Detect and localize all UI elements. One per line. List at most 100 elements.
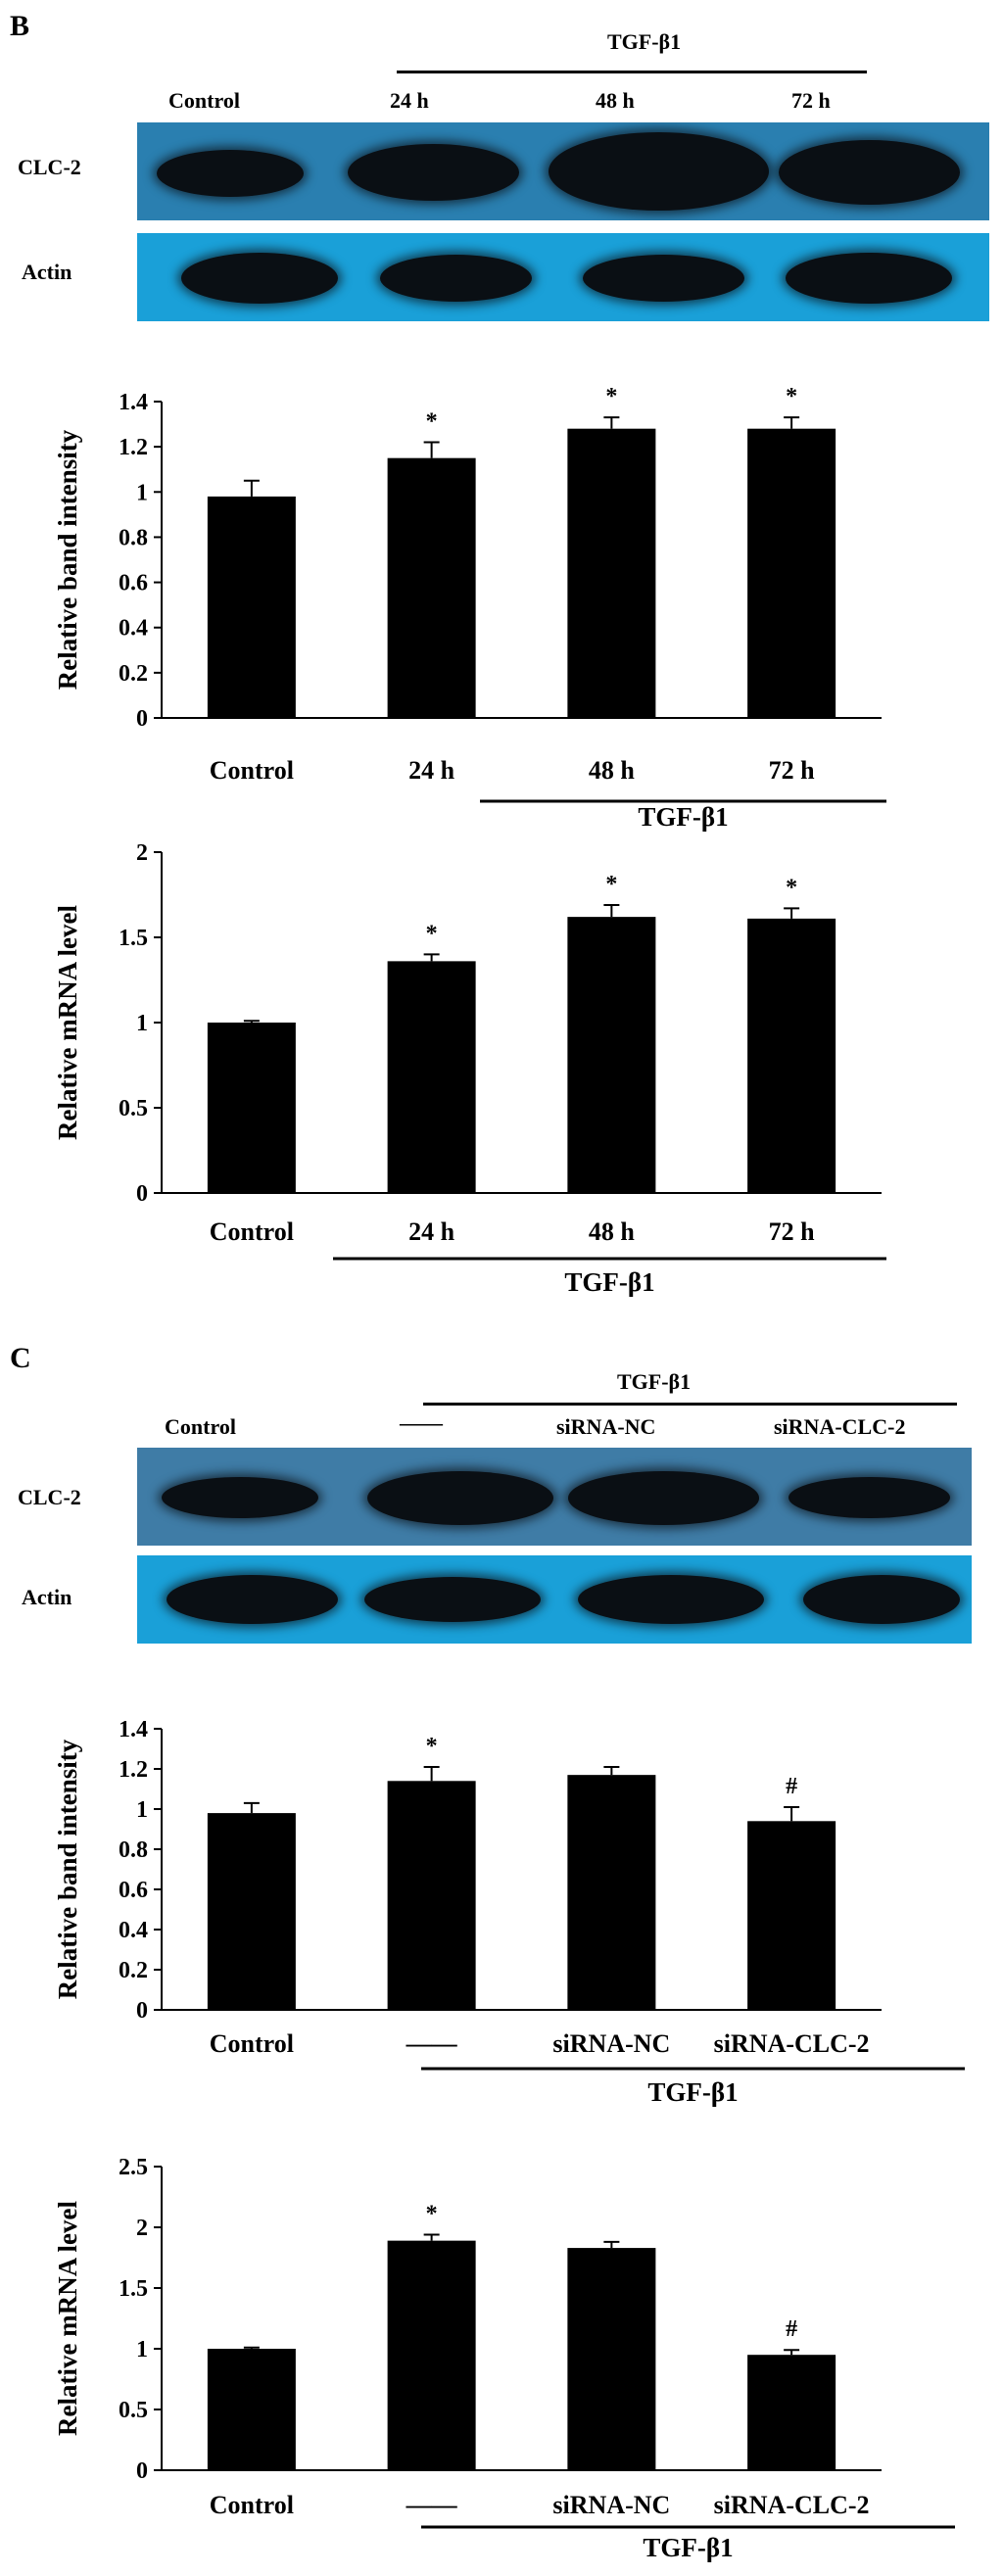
- blot-c-lane-label: ——: [400, 1410, 443, 1435]
- y-tick-label: 2: [136, 840, 148, 866]
- category-label: Control: [210, 2491, 294, 2519]
- blot-c-lane-label: siRNA-NC: [556, 1414, 656, 1439]
- blot-c-actin-band: [364, 1577, 541, 1622]
- category-label: siRNA-CLC-2: [714, 2491, 870, 2519]
- bar: [567, 2248, 656, 2470]
- chart-b-band-intensity: 0 0.2 0.4 0.6 0.8 1 1.2 1.4 Relative band intens…: [53, 384, 886, 832]
- category-label: ——: [406, 2029, 458, 2058]
- y-tick-label: 1: [136, 480, 148, 505]
- y-tick-label: 0.2: [119, 661, 148, 687]
- blot-b-actin-band: [181, 253, 338, 304]
- y-tick-label: 0.6: [119, 1878, 148, 1903]
- category-label: 48 h: [589, 756, 636, 785]
- bar: [747, 2355, 836, 2470]
- y-tick-label: 1: [136, 2337, 148, 2362]
- category-label: 72 h: [769, 756, 816, 785]
- y-tick-label: 0.4: [119, 1918, 148, 1943]
- y-tick-label: 0: [136, 1998, 148, 2024]
- blot-b-lane-label: 24 h: [390, 88, 429, 113]
- blot-b-actin-band: [380, 255, 532, 302]
- category-label: 48 h: [589, 1217, 636, 1246]
- blot-c-lane-label: siRNA-CLC-2: [774, 1414, 906, 1439]
- blot-b-actin-band: [583, 255, 744, 302]
- blot-b-clc2-band: [157, 150, 304, 197]
- bar: [207, 2349, 296, 2470]
- y-tick-label: 0.5: [119, 2398, 148, 2423]
- blot-c-actin-band: [167, 1575, 338, 1624]
- bar: [747, 428, 836, 718]
- category-label: 24 h: [408, 756, 455, 785]
- bar: [387, 1781, 476, 2010]
- y-tick-label: 2: [136, 2216, 148, 2241]
- bar: [567, 1775, 656, 2010]
- blot-c-actin-band: [803, 1575, 960, 1624]
- y-tick-label: 0.5: [119, 1096, 148, 1121]
- y-tick-label: 0.2: [119, 1958, 148, 1983]
- y-tick-label: 0: [136, 2458, 148, 2484]
- category-label: 24 h: [408, 1217, 455, 1246]
- y-tick-label: 0.6: [119, 571, 148, 596]
- y-axis-label: Relative band intensity: [53, 1739, 82, 1999]
- y-tick-label: 0: [136, 706, 148, 732]
- category-label: siRNA-NC: [552, 2491, 670, 2519]
- blot-c-actin-band: [578, 1575, 764, 1624]
- significance-mark: *: [426, 1734, 438, 1759]
- y-tick-label: 2.5: [119, 2155, 148, 2180]
- category-label: Control: [210, 1217, 294, 1246]
- group-label: TGF-β1: [643, 2533, 733, 2562]
- chart-c-band-intensity: 0 0.2 0.4 0.6 0.8 1 1.2 1.4 Relative band intens…: [53, 1717, 965, 2107]
- blot-b-actin-strip: [137, 233, 989, 321]
- significance-mark: *: [786, 875, 797, 900]
- y-tick-label: 0.8: [119, 525, 148, 550]
- blot-b-lane-label: 72 h: [791, 88, 831, 113]
- chart-b-mrna-level: 0 0.5 1 1.5 2 Relative mRNA level Control * 24 h…: [53, 840, 886, 1297]
- category-label: 72 h: [769, 1217, 816, 1246]
- blot-c-clc2-band: [367, 1471, 553, 1525]
- blot-b-group-label: TGF-β1: [607, 29, 682, 54]
- significance-mark: *: [605, 384, 617, 409]
- blot-c-clc2-band: [788, 1477, 950, 1518]
- blot-b-clc2-band: [549, 132, 769, 211]
- bar: [387, 2240, 476, 2470]
- bar: [387, 961, 476, 1193]
- y-axis-label: Relative mRNA level: [53, 2201, 82, 2436]
- category-label: siRNA-NC: [552, 2029, 670, 2058]
- blot-b-lane-label: Control: [168, 88, 240, 113]
- blot-c-clc2-strip: [137, 1448, 972, 1546]
- bar: [387, 457, 476, 718]
- panel-letter-c: C: [10, 1342, 31, 1374]
- blot-b-clc2-strip: [137, 122, 989, 220]
- significance-mark: *: [426, 921, 438, 946]
- blot-b-row-label-actin: Actin: [22, 260, 72, 284]
- bar: [747, 1821, 836, 2010]
- group-label: TGF-β1: [638, 802, 728, 832]
- blot-c-clc2-band: [162, 1477, 318, 1518]
- bar: [207, 496, 296, 718]
- y-tick-label: 1: [136, 1797, 148, 1823]
- bar: [207, 1813, 296, 2010]
- blot-c-lane-label: Control: [165, 1414, 236, 1439]
- blot-b-clc2-band: [348, 144, 519, 201]
- blot-b-group-line: [397, 71, 867, 73]
- y-tick-label: 1.5: [119, 926, 148, 951]
- blot-c-actin-strip: [137, 1555, 972, 1644]
- y-tick-label: 1.5: [119, 2276, 148, 2302]
- category-label: Control: [210, 2029, 294, 2058]
- significance-mark: #: [786, 1774, 797, 1799]
- group-label: TGF-β1: [564, 1267, 654, 1297]
- blot-c-row-label-actin: Actin: [22, 1585, 72, 1609]
- blot-b-clc2-band: [779, 140, 960, 205]
- blot-c-row-label-clc2: CLC-2: [18, 1485, 81, 1509]
- y-tick-label: 0.4: [119, 616, 148, 642]
- y-tick-label: 1: [136, 1011, 148, 1036]
- blot-c-group-label: TGF-β1: [617, 1369, 692, 1394]
- category-label: ——: [406, 2491, 458, 2519]
- category-label: Control: [210, 756, 294, 785]
- bar: [747, 918, 836, 1193]
- significance-mark: *: [426, 409, 438, 435]
- significance-mark: #: [786, 2316, 797, 2342]
- blot-c-clc2-band: [568, 1471, 759, 1525]
- y-tick-label: 1.4: [119, 1717, 148, 1742]
- y-tick-label: 0: [136, 1181, 148, 1207]
